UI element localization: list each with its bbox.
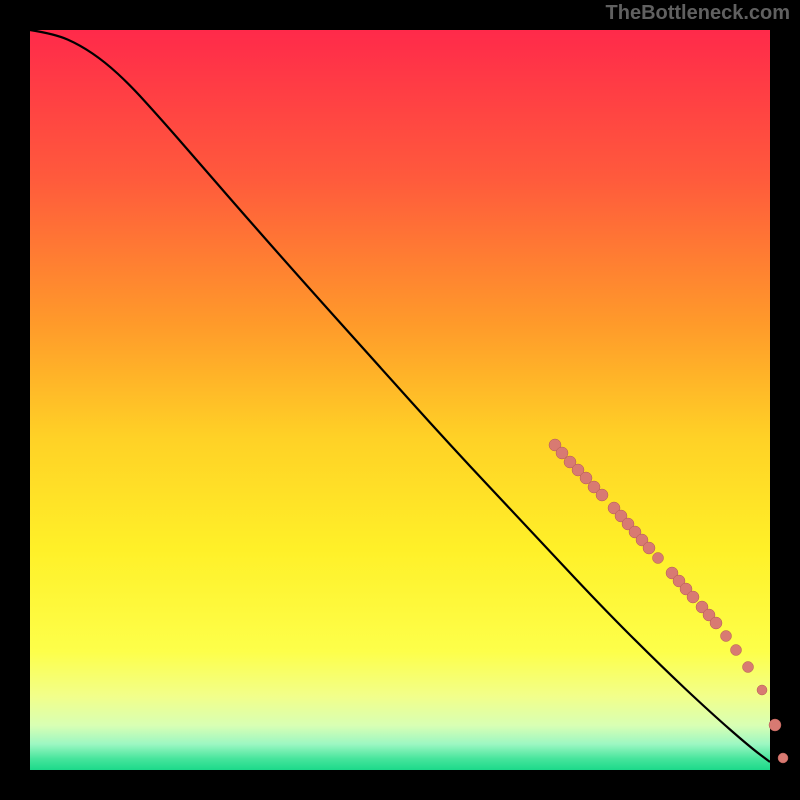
data-marker xyxy=(769,719,781,731)
data-marker xyxy=(710,617,722,629)
data-marker xyxy=(687,591,699,603)
watermark-text: TheBottleneck.com xyxy=(606,2,790,25)
data-marker xyxy=(731,645,742,656)
data-marker xyxy=(643,542,655,554)
data-marker xyxy=(653,553,664,564)
chart-stage: TheBottleneck.com xyxy=(0,0,800,800)
data-marker xyxy=(596,489,608,501)
data-marker xyxy=(778,753,788,763)
chart-svg xyxy=(0,0,800,800)
data-marker xyxy=(721,631,732,642)
data-marker xyxy=(743,662,754,673)
plot-background xyxy=(30,30,770,770)
data-marker xyxy=(757,685,767,695)
